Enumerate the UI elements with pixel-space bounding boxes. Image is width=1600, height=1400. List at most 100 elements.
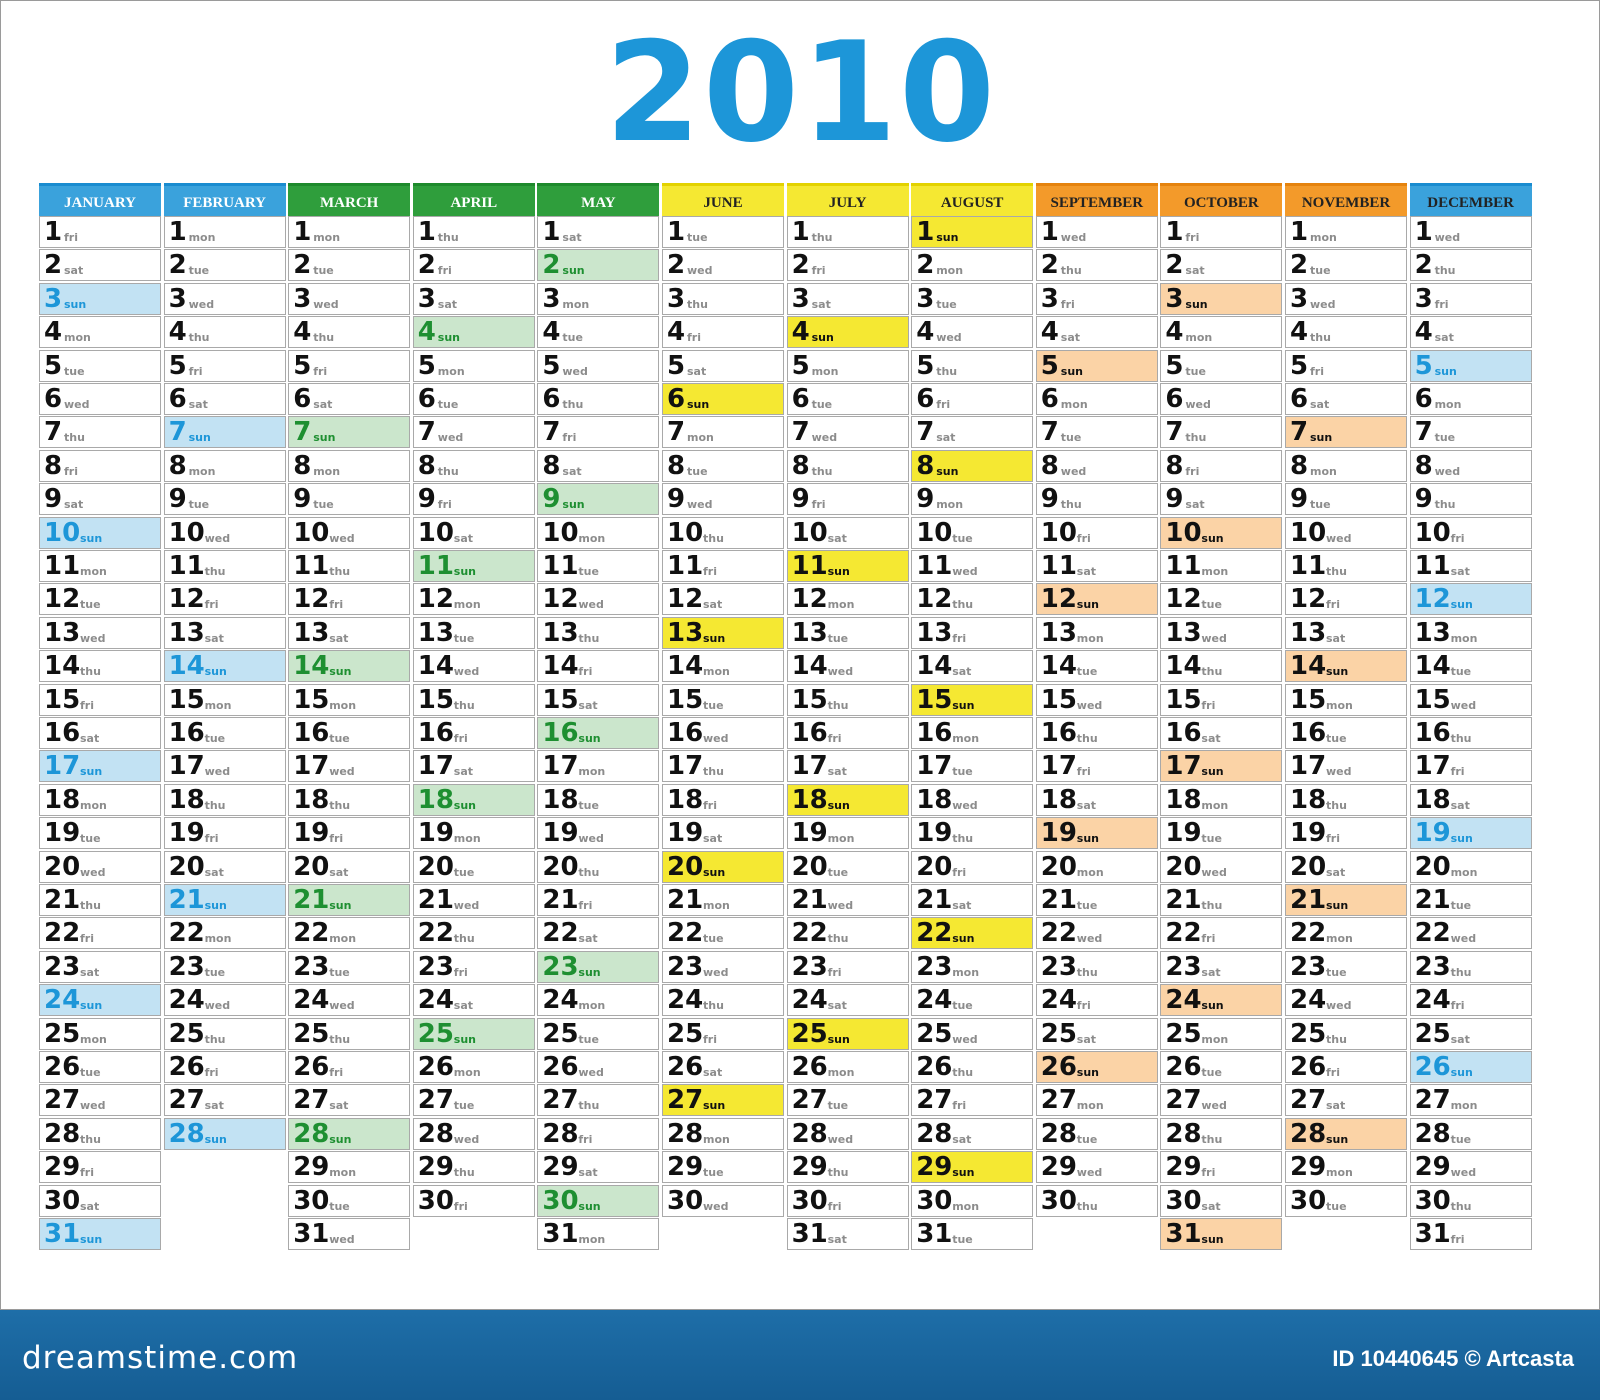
weekday-label: fri (1060, 297, 1075, 311)
weekday-label: sun (827, 565, 850, 578)
day-cell: 30 tue (1285, 1184, 1407, 1217)
weekday-label: sat (562, 231, 582, 244)
weekday-label: wed (1310, 297, 1336, 311)
day-number: 18 (1165, 784, 1202, 815)
weekday-label: sat (811, 297, 831, 311)
day-number: 11 (542, 551, 579, 581)
weekday-label: fri (952, 1099, 967, 1113)
day-number: 10 (1414, 517, 1451, 548)
day-cell: 18 fri (662, 783, 784, 816)
day-number: 5 (1290, 350, 1309, 381)
day-cell: 5 mon (412, 349, 535, 382)
day-number: 20 (44, 851, 81, 882)
day-number: 6 (791, 384, 810, 414)
weekday-label: sun (578, 732, 601, 745)
weekday-label: thu (313, 331, 335, 345)
day-cell: 16 thu (1035, 717, 1158, 749)
weekday-label: tue (936, 297, 957, 311)
month-column-february: FEBRUARY 1 mon 2 tue 3 wed 4 thu 5 fri 6 sat 7 sun 8 mon… (163, 183, 288, 1271)
day-cell: 16 tue (163, 717, 286, 749)
day-number: 27 (293, 1085, 330, 1116)
day-number: 19 (417, 818, 454, 849)
weekday-label: fri (1434, 297, 1449, 311)
month-column-march: MARCH 1 mon 2 tue 3 wed 4 thu 5 fri 6 sat 7 sun 8 mon 9 tu… (288, 183, 412, 1271)
weekday-label: mon (578, 1233, 606, 1246)
day-number: 3 (791, 283, 810, 314)
weekday-label: wed (703, 1199, 729, 1213)
day-cell: 22 fri (1160, 917, 1283, 950)
weekday-label: thu (703, 999, 724, 1013)
month-column-january: JANUARY 1 fri 2 sat 3 sun 4 mon 5 tue 6 wed 7 thu 8 fri 9… (39, 183, 163, 1271)
day-number: 21 (417, 885, 454, 915)
weekday-label: tue (811, 398, 833, 411)
weekday-label: tue (1201, 832, 1222, 846)
weekday-label: sat (437, 297, 458, 311)
month-column-december: DECEMBER 1 wed 2 thu 3 fri 4 sat 5 sun 6 mon 7 tue 8 wed… (1409, 183, 1534, 1271)
month-column-june: JUNE 1 tue 2 wed 3 thu 4 fri 5 sat 6 sun 7 mon 8 tue 9 wed… (662, 183, 786, 1271)
weekday-label: thu (204, 565, 226, 578)
day-number: 14 (168, 651, 205, 682)
day-cell: 2 tue (1285, 249, 1407, 282)
day-cell: 27 sat (163, 1084, 286, 1117)
weekday-label: thu (936, 364, 958, 378)
day-number: 23 (44, 951, 81, 982)
day-cell: 7 thu (39, 416, 161, 449)
day-number: 9 (1290, 484, 1309, 515)
day-number: 20 (916, 851, 953, 882)
day-number: 13 (916, 617, 953, 648)
day-number: 7 (916, 417, 935, 448)
day-number: 27 (542, 1085, 579, 1116)
weekday-label: wed (1060, 464, 1087, 478)
day-number: 21 (542, 885, 579, 915)
day-cell: 24 fri (1409, 984, 1532, 1017)
weekday-label: fri (80, 1166, 94, 1180)
day-number: 4 (1290, 317, 1309, 348)
sunday-cell: 14 sun (1285, 650, 1407, 683)
day-cell: 10 fri (1035, 516, 1158, 549)
sunday-cell: 27 sun (662, 1084, 784, 1117)
weekday-label: fri (64, 464, 78, 478)
day-number: 28 (1290, 1118, 1327, 1149)
day-cell: 30 thu (1035, 1184, 1158, 1217)
day-cell: 21 tue (1035, 884, 1158, 916)
day-cell: 12 wed (537, 583, 660, 616)
day-number: 5 (44, 350, 63, 381)
sunday-cell: 7 sun (163, 416, 286, 449)
sunday-cell: 13 sun (662, 616, 784, 649)
day-number: 30 (293, 1185, 330, 1216)
weekday-label: sat (687, 364, 707, 378)
day-number: 2 (293, 250, 312, 281)
day-number: 21 (293, 885, 330, 915)
weekday-label: fri (1450, 1233, 1465, 1246)
day-cell: 13 sat (1285, 616, 1407, 649)
day-cell: 3 fri (1409, 282, 1532, 315)
day-number: 15 (1414, 684, 1451, 715)
weekday-label: mon (313, 231, 341, 244)
weekday-label: sat (1326, 631, 1346, 645)
day-cell: 10 mon (537, 516, 660, 549)
day-number: 11 (417, 551, 454, 581)
day-number: 8 (1040, 450, 1059, 481)
day-number: 5 (1165, 350, 1184, 381)
month-header: OCTOBER (1160, 183, 1283, 216)
day-number: 23 (542, 951, 579, 982)
weekday-label: fri (1185, 231, 1200, 244)
weekday-label: wed (578, 832, 604, 846)
day-number: 20 (1414, 851, 1451, 882)
day-cell: 7 wed (412, 416, 535, 449)
day-number: 12 (667, 584, 704, 615)
day-cell: 17 tue (911, 750, 1034, 783)
month-header: MARCH (288, 183, 411, 216)
day-cell: 30 sat (39, 1184, 161, 1217)
day-number: 31 (791, 1219, 828, 1249)
weekday-label: wed (204, 531, 231, 545)
weekday-label: wed (1060, 231, 1087, 244)
weekday-label: wed (811, 431, 838, 445)
day-number: 4 (542, 317, 561, 348)
weekday-label: tue (80, 1066, 101, 1079)
day-cell: 2 fri (412, 249, 535, 282)
day-number: 25 (44, 1018, 81, 1049)
day-number: 2 (542, 250, 561, 281)
weekday-label: thu (1434, 264, 1456, 278)
day-number: 28 (1414, 1118, 1451, 1149)
